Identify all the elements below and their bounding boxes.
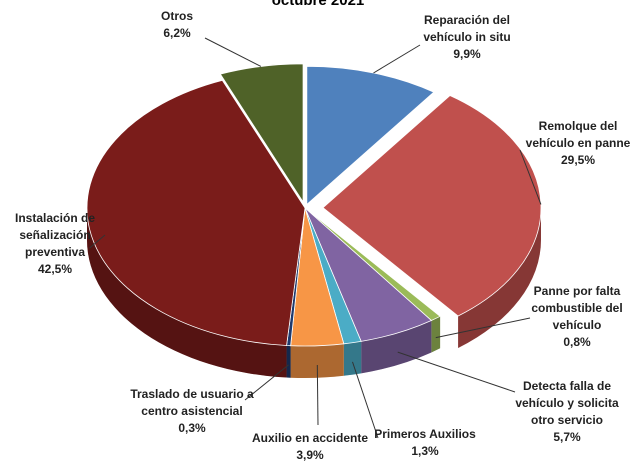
category-label: Detecta falla de vehículo y solicita otr… [515, 379, 619, 427]
slice-label: Traslado de usuario a centro asistencial… [127, 386, 257, 437]
leader-line [352, 361, 379, 439]
slice-label: Panne por falta combustible del vehículo… [512, 283, 636, 351]
slice [306, 65, 435, 206]
slice-label: Reparación del vehículo in situ 9,9% [402, 12, 532, 63]
slice-side-shade [458, 207, 541, 349]
value-label: 0,3% [178, 421, 206, 435]
value-label: 5,7% [553, 430, 581, 444]
slice-side-shade [343, 341, 362, 376]
category-label: Panne por falta combustible del vehículo [531, 284, 623, 332]
slice-side-shade [361, 320, 432, 374]
leader-line [397, 351, 516, 393]
value-label: 29,5% [560, 153, 596, 167]
slice-label: Auxilio en accidente 3,9% [245, 430, 375, 464]
slice-side [87, 208, 287, 378]
value-label: 42,5% [37, 262, 73, 276]
category-label: Remolque del vehículo en panne [525, 119, 631, 150]
leader-line [204, 37, 262, 67]
category-label: Otros [160, 9, 193, 23]
slice [219, 63, 304, 204]
value-label: 0,8% [563, 335, 591, 349]
slice-label: Primeros Auxilios 1,3% [360, 426, 490, 460]
slice-side-shade [290, 343, 344, 378]
slice-side-shade [286, 345, 291, 378]
value-label: 3,9% [296, 448, 324, 462]
slice-label: Detecta falla de vehículo y solicita otr… [502, 378, 632, 446]
slice-side-shade [87, 208, 287, 378]
slice-side-shade [431, 316, 441, 353]
value-label: 6,2% [163, 26, 191, 40]
slice-tops [86, 63, 542, 347]
slice-side [431, 316, 441, 353]
slice-side [286, 345, 291, 378]
slice-side [458, 207, 541, 349]
chart-title: octubre 2021 [271, 0, 365, 9]
slice-side [343, 341, 362, 376]
slice-side [290, 343, 344, 378]
leader-line [244, 364, 289, 401]
category-label: Auxilio en accidente [251, 431, 369, 445]
leader-line [435, 317, 531, 339]
leader-line [373, 44, 421, 74]
slice-label: Otros 6,2% [112, 8, 242, 42]
slice-label: Remolque del vehículo en panne 29,5% [513, 118, 636, 169]
value-label: 9,9% [453, 47, 481, 61]
category-label: Instalación de señalización preventiva [14, 211, 96, 259]
slice-side [361, 320, 432, 374]
leader-line [89, 234, 106, 249]
leader-line [519, 149, 542, 205]
slice-sides [87, 207, 541, 378]
value-label: 1,3% [411, 444, 439, 458]
category-label: Reparación del vehículo in situ [423, 13, 511, 44]
category-label: Primeros Auxilios [374, 427, 476, 441]
slice-label: Instalación de señalización preventiva 42… [0, 210, 120, 278]
leader-line [316, 364, 319, 426]
slice [86, 79, 306, 346]
category-label: Traslado de usuario a centro asistencial [130, 387, 254, 418]
